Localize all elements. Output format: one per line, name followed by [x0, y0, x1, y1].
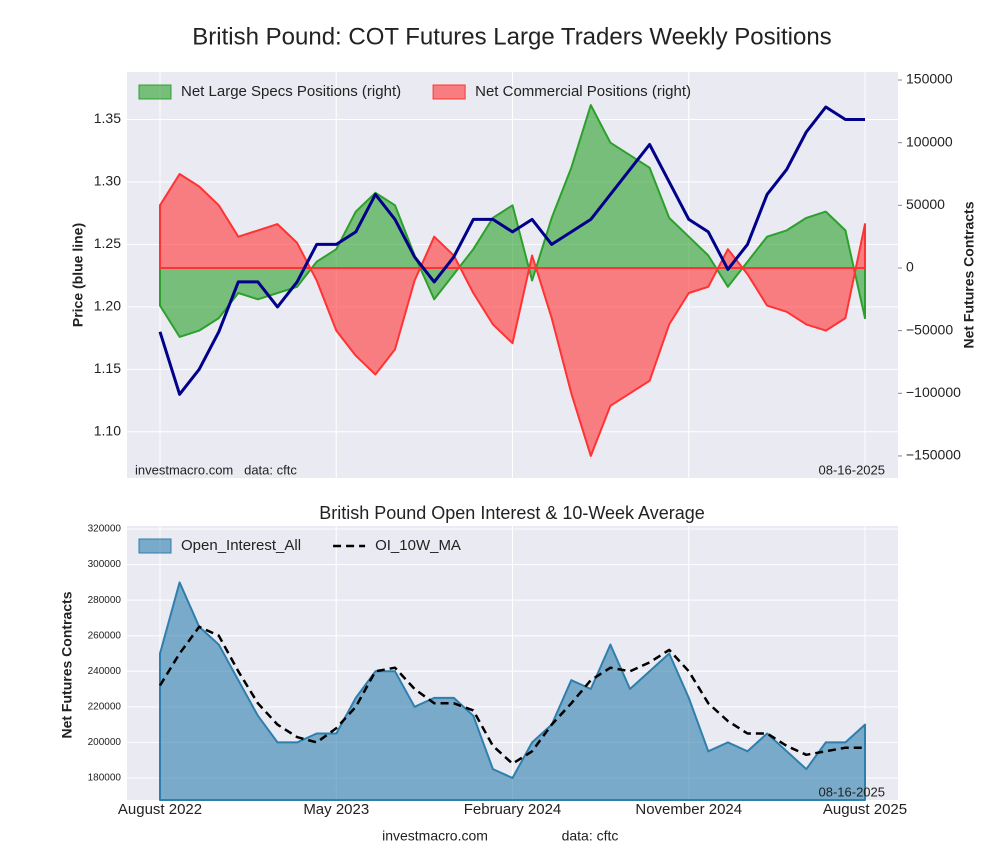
y-tick-label: 320000 [88, 524, 122, 535]
y-tick-label: 1.10 [94, 422, 121, 438]
chart-title: British Pound Open Interest & 10-Week Av… [319, 503, 705, 523]
annotation: 08-16-2025 [819, 784, 886, 799]
legend-label: Net Large Specs Positions (right) [181, 83, 401, 100]
y2-tick-label: −50000 [906, 321, 953, 337]
y-axis-label: Net Futures Contracts [59, 591, 75, 738]
y-tick-label: 1.35 [94, 110, 121, 126]
footer-text: investmacro.com [382, 828, 488, 844]
y2-tick-label: 150000 [906, 71, 953, 87]
y-tick-label: 240000 [88, 666, 122, 677]
legend-label: Net Commercial Positions (right) [475, 83, 691, 100]
x-tick-label: November 2024 [635, 801, 742, 818]
y2-axis-label: Net Futures Contracts [961, 201, 977, 348]
y-tick-label: 1.25 [94, 235, 121, 251]
y-tick-label: 260000 [88, 630, 122, 641]
y2-tick-label: −100000 [906, 384, 961, 400]
area [159, 173, 866, 457]
y-tick-label: 1.30 [94, 173, 121, 189]
chart-title: British Pound: COT Futures Large Traders… [192, 23, 831, 50]
area [159, 104, 866, 338]
x-tick-label: August 2022 [118, 801, 202, 818]
legend-swatch [138, 84, 172, 100]
y2-tick-label: 100000 [906, 133, 953, 149]
y2-tick-label: −150000 [906, 447, 961, 463]
y-tick-label: 220000 [88, 701, 122, 712]
line [158, 105, 865, 396]
y-axis-label: Price (blue line) [70, 223, 86, 327]
legend-label: OI_10W_MA [375, 537, 461, 554]
annotation: 08-16-2025 [819, 462, 886, 477]
y-tick-label: 280000 [88, 595, 122, 606]
y-tick-label: 180000 [88, 773, 122, 784]
x-tick-label: May 2023 [303, 801, 369, 818]
y2-tick-label: 0 [906, 259, 914, 275]
footer-text: data: cftc [562, 828, 619, 844]
x-tick-label: August 2025 [823, 801, 907, 818]
y-tick-label: 1.15 [94, 360, 121, 376]
y-tick-label: 200000 [88, 737, 122, 748]
legend-swatch [138, 538, 172, 554]
line [158, 625, 865, 765]
annotation: investmacro.com data: cftc [135, 462, 297, 477]
y-tick-label: 1.20 [94, 298, 121, 314]
legend-swatch [432, 84, 466, 100]
legend-label: Open_Interest_All [181, 537, 301, 554]
x-tick-label: February 2024 [464, 801, 562, 818]
area [159, 581, 866, 801]
y2-tick-label: 50000 [906, 196, 945, 212]
y-tick-label: 300000 [88, 559, 122, 570]
